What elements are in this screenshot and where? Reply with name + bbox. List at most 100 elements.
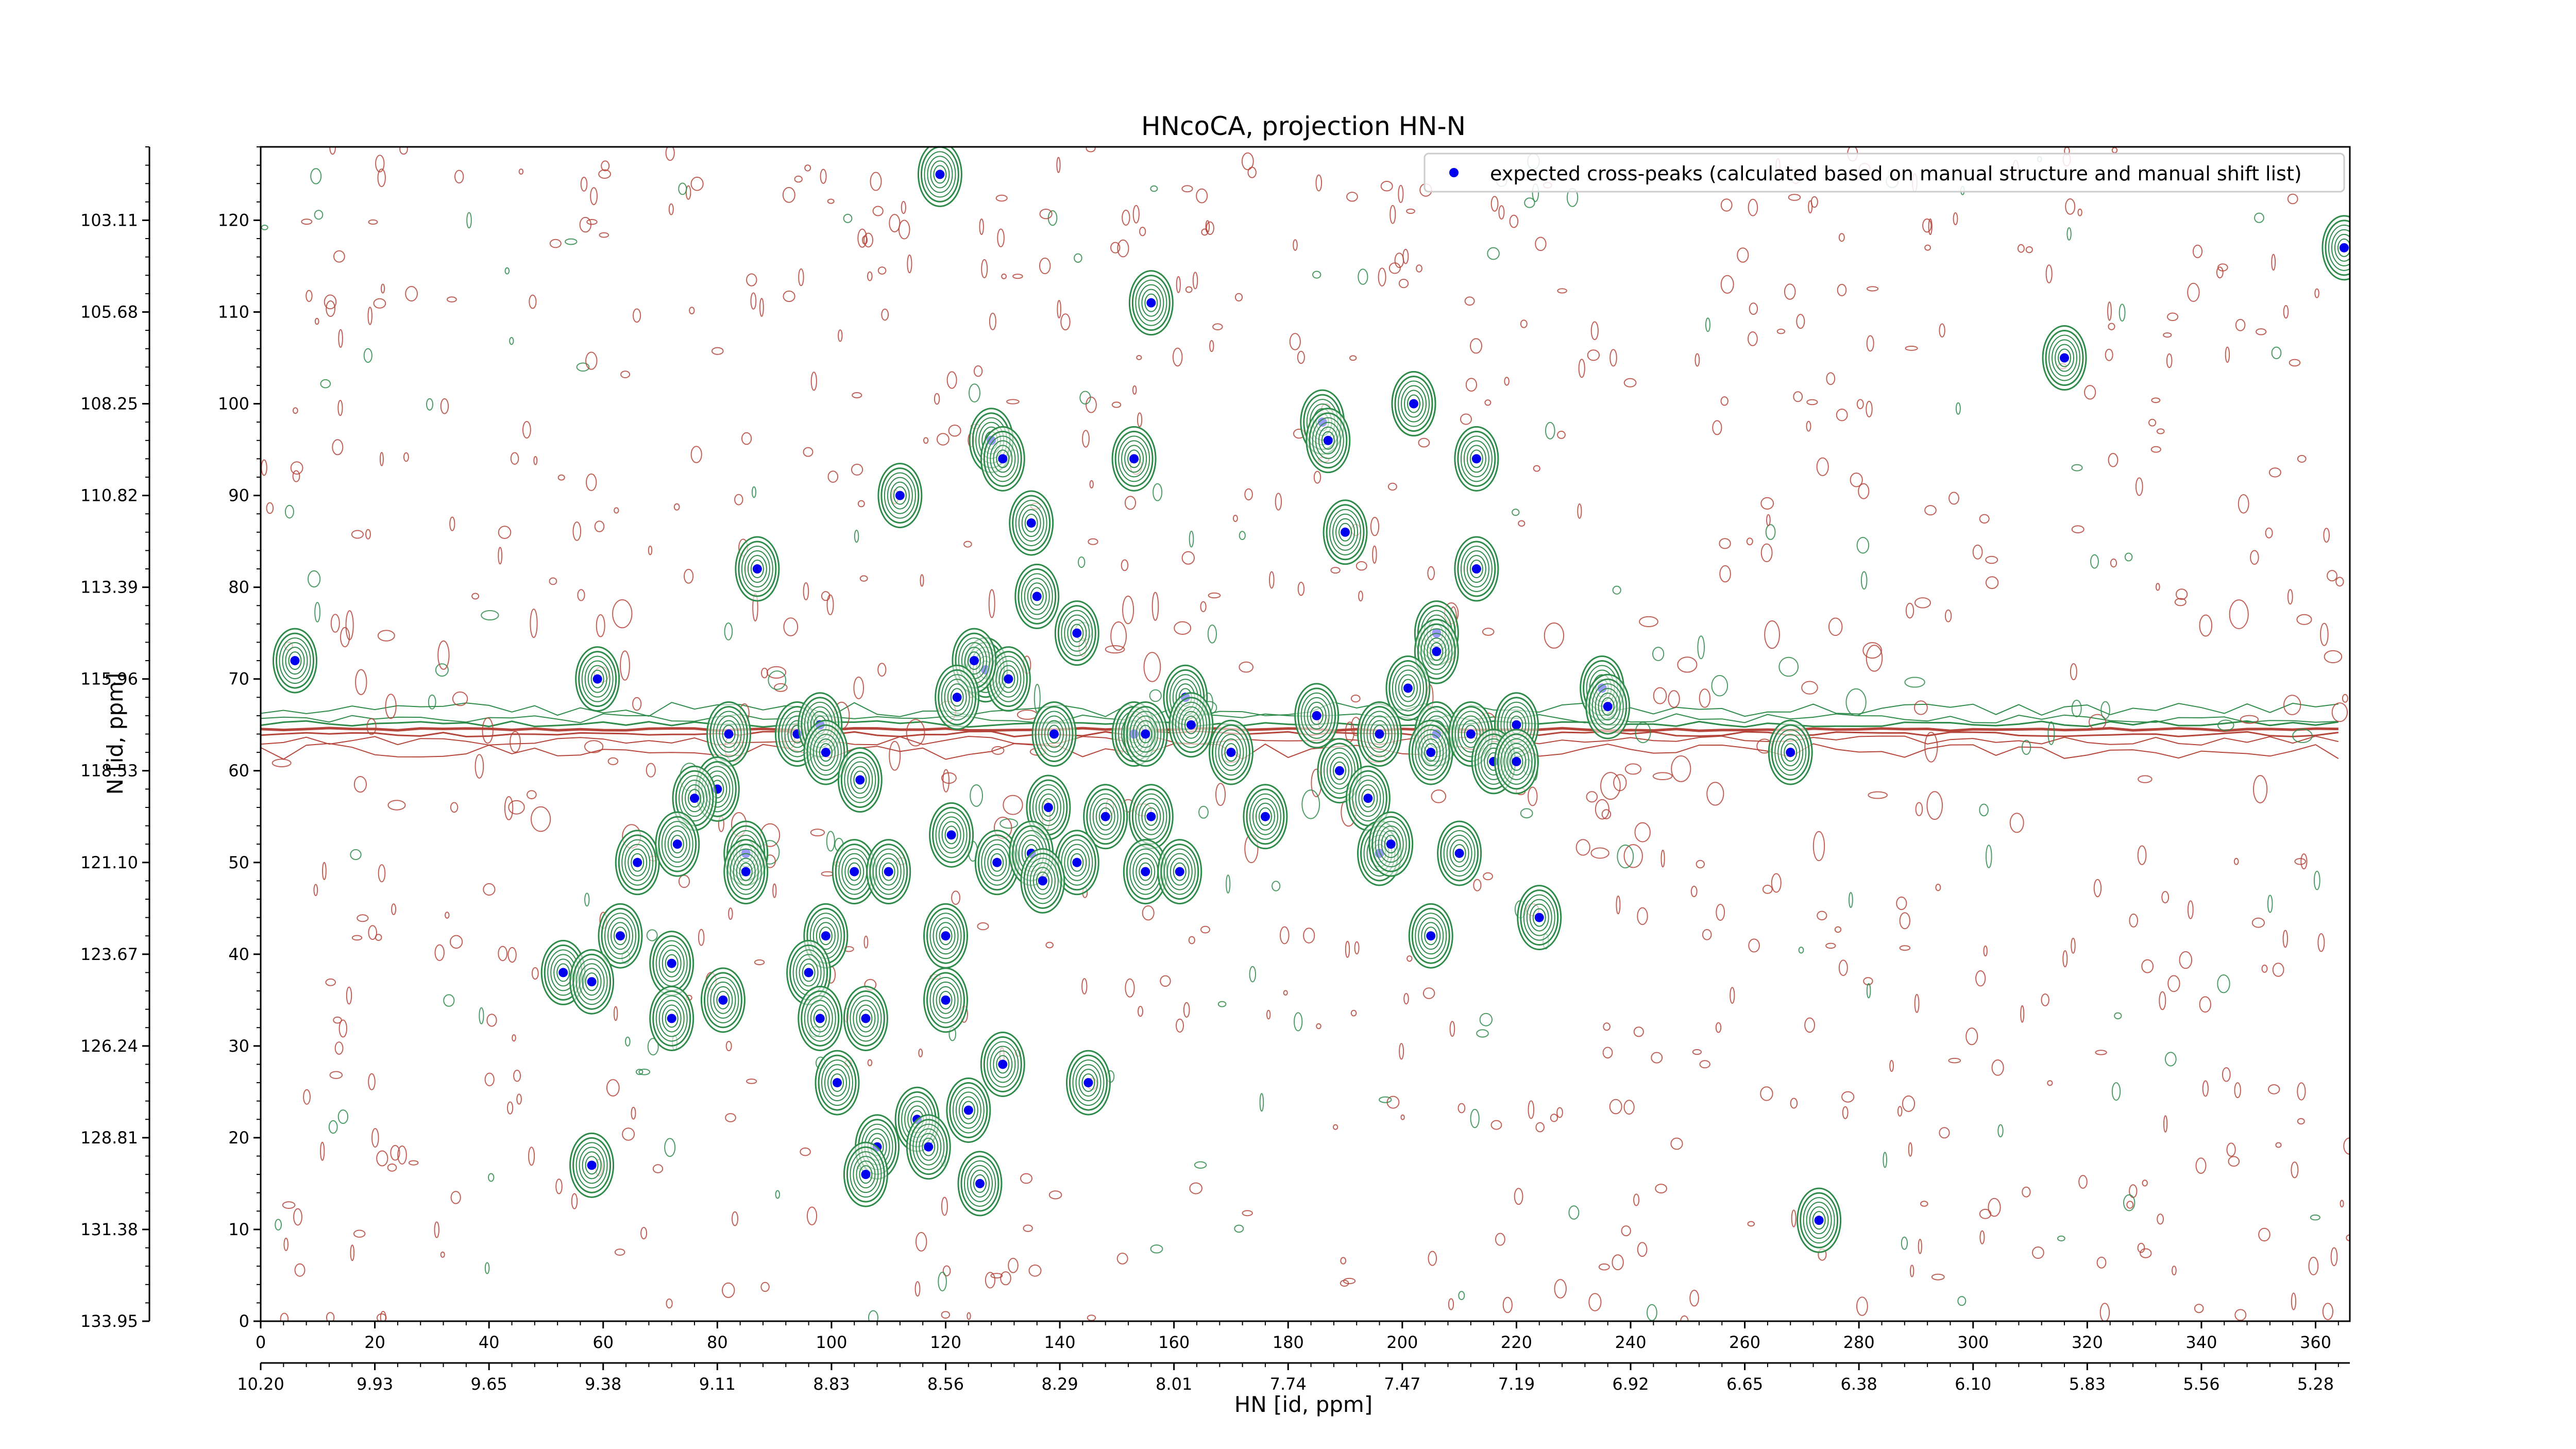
peak-contour	[585, 1156, 599, 1175]
noise-contour	[1765, 524, 1776, 540]
peak-contour	[703, 972, 742, 1029]
noise-contour	[794, 175, 803, 183]
noise-contour	[2313, 870, 2320, 890]
peak-marker	[1403, 683, 1413, 693]
peak-contour	[859, 1009, 873, 1028]
noise-contour	[863, 232, 873, 248]
peak-contour	[1310, 706, 1324, 725]
peak-contour	[1078, 1069, 1098, 1097]
peak-contour	[1777, 734, 1804, 771]
noise-contour	[1206, 221, 1214, 235]
peak-contour	[938, 669, 977, 726]
noise-contour	[889, 740, 901, 771]
peak-contour	[1363, 711, 1396, 757]
peak-contour	[1297, 687, 1336, 744]
peak-contour	[685, 784, 705, 813]
peak-contour	[944, 679, 970, 716]
chart-title: HNcoCA, projection HN-N	[1141, 111, 1466, 141]
noise-contour	[584, 892, 590, 907]
peak-contour	[1774, 729, 1807, 776]
noise-contour	[1312, 271, 1321, 279]
peak-contour	[282, 642, 308, 680]
noise-contour	[2271, 346, 2282, 359]
noise-contour	[2267, 895, 2273, 913]
noise-contour	[1060, 313, 1071, 331]
noise-contour	[529, 294, 537, 309]
noise-contour	[2111, 1082, 2121, 1101]
noise-contour	[351, 935, 363, 941]
peak-contour	[933, 165, 947, 184]
peak-marker	[998, 1059, 1008, 1069]
noise-contour	[867, 271, 873, 281]
noise-contour	[2234, 1082, 2241, 1099]
x-tick-label: 9.65	[471, 1374, 507, 1394]
x-tick-label: 8.83	[813, 1374, 850, 1394]
peak-contour	[1024, 513, 1038, 532]
peak-contour	[722, 724, 736, 744]
noise-contour	[607, 757, 619, 765]
noise-contour	[1280, 926, 1290, 945]
noise-contour	[2283, 695, 2301, 715]
noise-contour	[353, 1229, 366, 1238]
noise-contour	[1406, 208, 1415, 214]
noise-contour	[1826, 372, 1836, 385]
peak-contour	[847, 761, 873, 799]
peak-contour	[819, 743, 833, 762]
noise-contour	[2261, 964, 2268, 973]
peak-contour	[869, 844, 908, 900]
cross-peak-66	[1020, 848, 1065, 914]
peak-contour	[1332, 513, 1359, 551]
noise-contour	[1358, 591, 1363, 602]
y-index-axis: 0 10 20 30 40 50 60 70 80 90 100 110 120	[218, 146, 262, 1331]
y-tick-label: 121.10	[80, 853, 138, 872]
peak-contour	[1081, 1073, 1095, 1092]
peak-marker	[1043, 802, 1053, 812]
peak-contour	[1326, 752, 1352, 789]
cross-peak-10	[1111, 426, 1157, 492]
noise-contour	[484, 1262, 490, 1274]
noise-contour	[1634, 822, 1651, 843]
y-tick-label: 128.81	[80, 1128, 138, 1148]
peak-marker	[821, 748, 831, 757]
peak-contour	[1401, 385, 1427, 423]
noise-contour	[373, 298, 386, 309]
peak-contour	[1067, 848, 1087, 877]
noise-contour	[2240, 715, 2259, 724]
noise-contour	[2045, 264, 2053, 283]
noise-contour	[800, 1147, 811, 1156]
peak-contour	[853, 1156, 879, 1193]
noise-contour	[332, 439, 344, 456]
peak-contour	[738, 541, 777, 597]
noise-contour	[685, 185, 691, 200]
peak-contour	[1303, 697, 1330, 734]
noise-contour	[368, 1073, 376, 1090]
peak-contour	[813, 1009, 827, 1028]
x-tick-label: 280	[1843, 1333, 1875, 1352]
noise-contour	[1379, 1096, 1392, 1103]
cross-peak-93	[906, 1114, 951, 1180]
peak-contour	[1041, 715, 1067, 753]
cross-peak-65	[1157, 839, 1202, 905]
peak-marker	[1072, 857, 1082, 867]
noise-contour	[963, 541, 972, 548]
noise-contour	[357, 914, 369, 922]
noise-contour	[2148, 418, 2157, 427]
noise-contour	[803, 447, 814, 457]
noise-contour	[1825, 942, 1836, 949]
cross-peak-84	[649, 985, 694, 1051]
noise-contour	[1737, 247, 1749, 263]
peak-contour	[990, 853, 1004, 872]
noise-contour	[1209, 340, 1214, 352]
peak-contour	[983, 1036, 1022, 1092]
noise-contour	[754, 959, 765, 966]
noise-contour	[1174, 621, 1192, 635]
cross-peak-56	[1128, 784, 1174, 850]
peak-contour	[575, 1142, 608, 1189]
peak-contour	[992, 655, 1025, 702]
noise-contour	[565, 238, 578, 245]
peak-contour	[1601, 697, 1615, 716]
noise-contour	[1652, 647, 1665, 661]
peak-contour	[1424, 743, 1438, 762]
peak-contour	[1449, 839, 1469, 867]
noise-contour	[1588, 1293, 1602, 1311]
